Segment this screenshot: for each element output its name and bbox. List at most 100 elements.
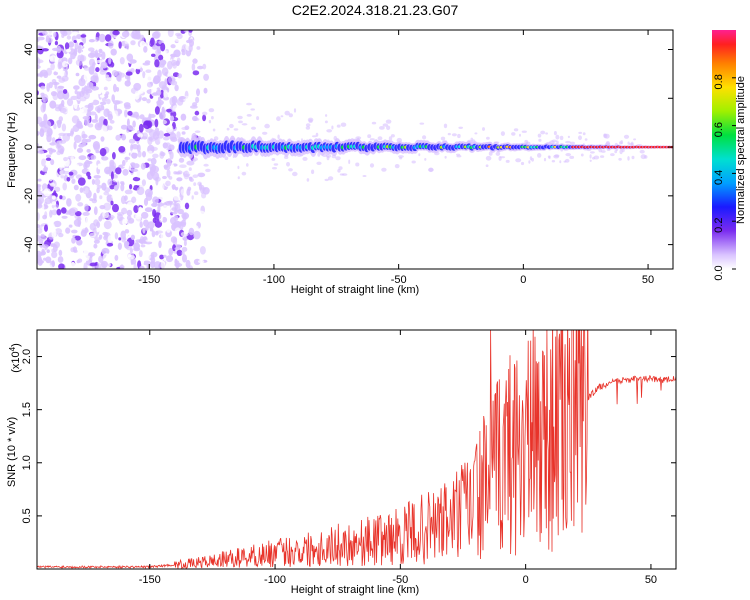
- scatter-blob: [580, 153, 584, 157]
- noise-blob: [53, 123, 57, 130]
- noise-blob: [191, 63, 196, 71]
- noise-blob: [37, 130, 40, 136]
- noise-blob: [109, 120, 115, 124]
- noise-blob: [139, 114, 145, 120]
- noise-blob: [152, 209, 157, 217]
- scatter-blob: [398, 155, 404, 158]
- scatter-blob: [271, 158, 276, 161]
- noise-blob: [156, 99, 164, 106]
- x-tick-label: -150: [139, 574, 161, 586]
- noise-blob: [128, 217, 135, 224]
- noise-blob: [157, 204, 161, 213]
- noise-blob: [94, 122, 103, 131]
- noise-blob: [167, 186, 173, 194]
- noise-blob: [47, 30, 53, 36]
- noise-blob: [56, 45, 62, 54]
- noise-blob: [103, 118, 108, 127]
- noise-blob: [42, 214, 47, 220]
- noise-blob: [163, 254, 167, 258]
- noise-blob: [77, 45, 82, 54]
- noise-blob: [37, 258, 43, 266]
- noise-blob: [129, 59, 137, 64]
- scatter-blob: [188, 167, 192, 172]
- noise-blob: [128, 164, 132, 171]
- scatter-blob: [197, 181, 202, 186]
- noise-blob: [179, 164, 187, 168]
- noise-blob: [65, 48, 72, 53]
- scatter-blob: [367, 134, 372, 139]
- scatter-blob: [610, 153, 615, 157]
- scatter-blob: [444, 155, 447, 159]
- scatter-blob: [316, 161, 322, 165]
- noise-blob: [46, 249, 50, 254]
- scatter-blob: [371, 121, 377, 125]
- scatter-blob: [262, 131, 268, 135]
- noise-blob: [105, 34, 112, 42]
- scatter-blob: [545, 132, 548, 135]
- noise-blob: [69, 207, 78, 214]
- noise-blob: [38, 239, 44, 248]
- noise-blob: [196, 46, 201, 50]
- scatter-blob: [619, 149, 623, 155]
- scatter-blob: [194, 191, 199, 196]
- noise-blob: [54, 41, 59, 46]
- scatter-blob: [208, 119, 212, 124]
- scatter-blob: [286, 162, 290, 167]
- noise-blob: [196, 88, 200, 97]
- scatter-blob: [315, 132, 319, 137]
- noise-blob: [101, 74, 110, 78]
- noise-blob: [133, 82, 142, 91]
- noise-blob: [107, 178, 113, 186]
- noise-blob: [145, 69, 152, 73]
- scatter-blob: [399, 156, 403, 160]
- noise-blob: [68, 41, 75, 48]
- noise-blob: [88, 134, 97, 140]
- noise-blob: [70, 261, 76, 268]
- noise-blob: [120, 183, 125, 192]
- noise-blob: [165, 180, 171, 187]
- noise-blob: [55, 140, 60, 149]
- noise-blob: [163, 133, 171, 137]
- colorbar: 0.0 0.2 0.4 0.6 0.8 Normalized spectral ampl…: [712, 30, 747, 281]
- noise-blob: [120, 124, 128, 130]
- noise-blob: [51, 209, 58, 216]
- noise-blob: [75, 164, 80, 171]
- noise-blob: [89, 256, 93, 263]
- scatter-blob: [237, 115, 243, 120]
- noise-blob: [96, 187, 100, 194]
- y-tick-label: 1.5: [21, 402, 33, 417]
- noise-blob: [146, 171, 154, 181]
- scatter-blob: [250, 108, 255, 111]
- y-tick-label: 40: [23, 43, 35, 55]
- noise-blob: [99, 205, 106, 210]
- noise-blob: [192, 58, 198, 64]
- noise-blob: [191, 159, 196, 163]
- noise-blob: [89, 111, 97, 116]
- snr-scale-prefix: (x10: [10, 351, 22, 372]
- noise-blob: [145, 225, 149, 231]
- scatter-blob: [590, 151, 595, 154]
- noise-blob: [46, 133, 52, 143]
- noise-blob: [118, 41, 122, 49]
- noise-blob: [133, 205, 139, 214]
- noise-blob: [58, 233, 64, 238]
- noise-blob: [93, 239, 100, 244]
- noise-blob: [112, 92, 118, 95]
- noise-blob: [158, 213, 164, 223]
- noise-blob: [112, 30, 120, 36]
- noise-blob: [192, 70, 200, 76]
- noise-blob: [150, 37, 155, 46]
- scatter-blob: [325, 114, 328, 117]
- noise-blob: [66, 98, 74, 107]
- noise-blob: [179, 96, 186, 100]
- noise-blob: [138, 250, 143, 258]
- noise-blob: [187, 73, 192, 78]
- noise-blob: [37, 45, 41, 50]
- scatter-blob: [355, 162, 360, 167]
- noise-blob: [183, 170, 190, 180]
- noise-blob: [86, 171, 91, 177]
- noise-blob: [37, 228, 43, 234]
- spectrogram-frame: [36, 29, 674, 270]
- noise-blob: [37, 198, 42, 208]
- noise-blob: [58, 132, 66, 137]
